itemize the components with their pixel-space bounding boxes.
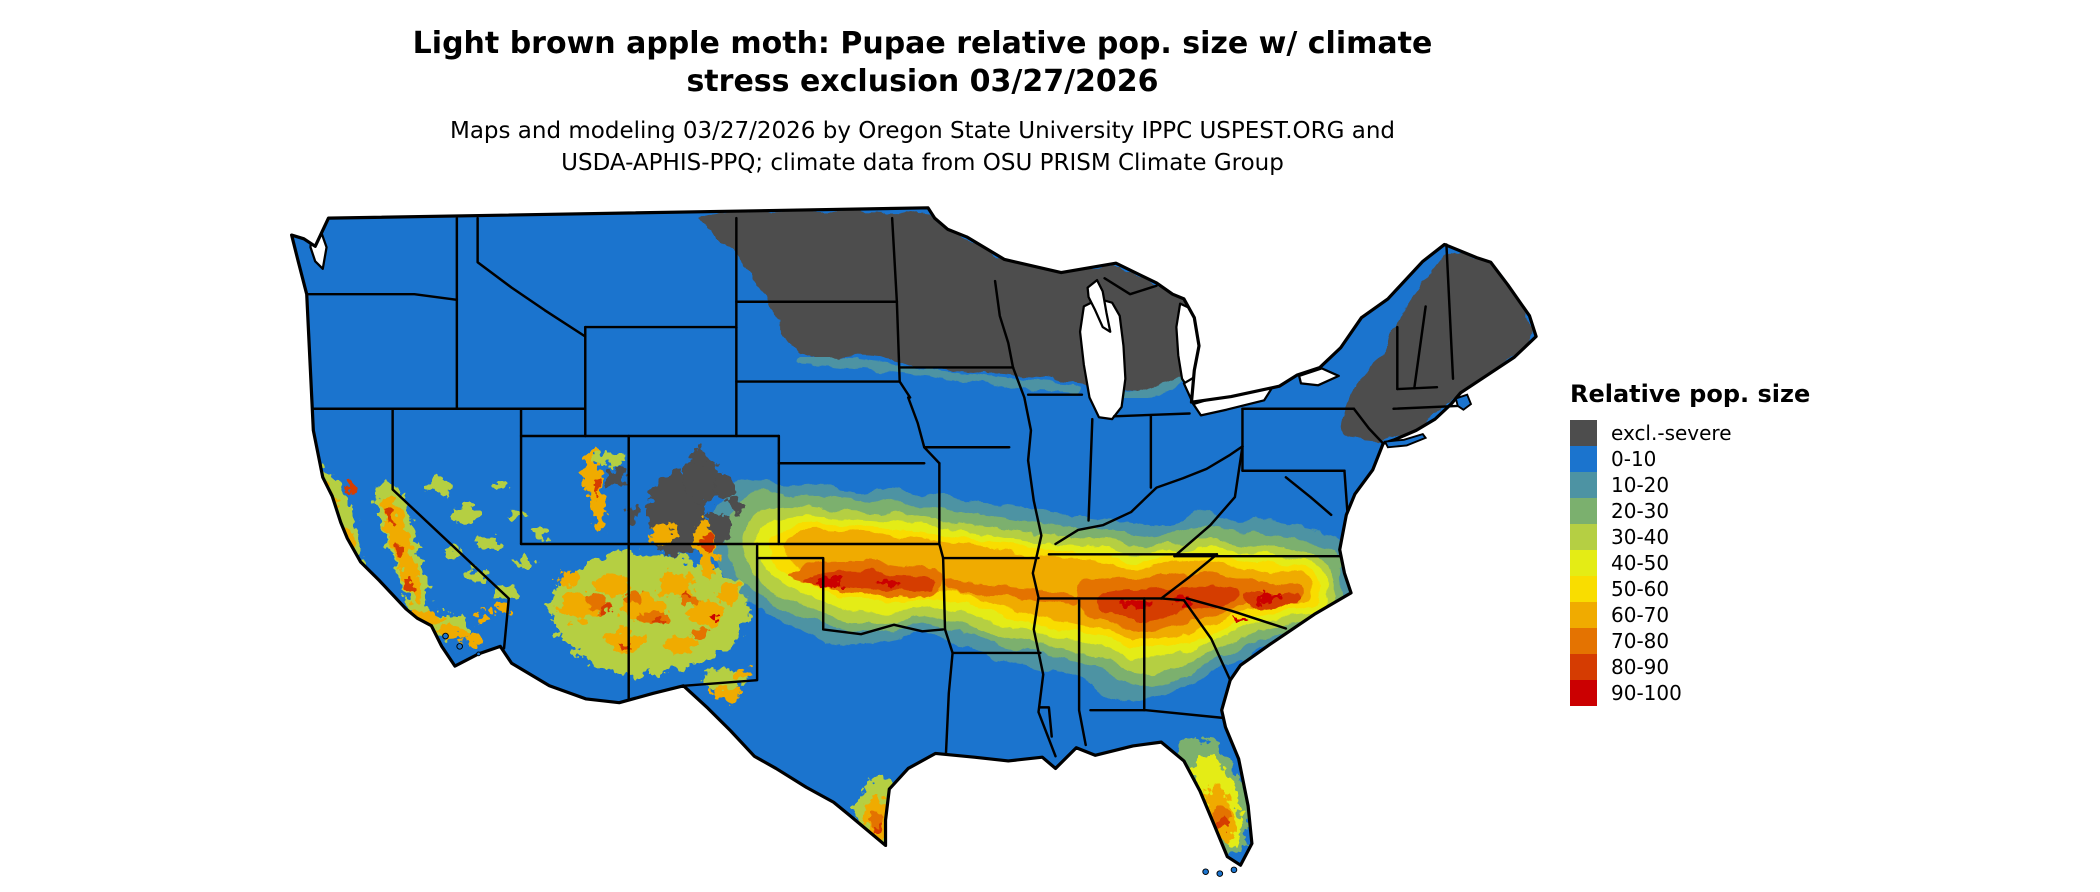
legend-swatch (1570, 446, 1597, 472)
legend-item: 50-60 (1570, 576, 1810, 602)
legend-swatch (1570, 654, 1597, 680)
islands (442, 393, 1473, 877)
map-legend: Relative pop. size excl.-severe 0-10 10-20… (1570, 380, 1810, 706)
legend-item: 10-20 (1570, 472, 1810, 498)
legend-swatch (1570, 524, 1597, 550)
legend-item: 40-50 (1570, 550, 1810, 576)
legend-item: 20-30 (1570, 498, 1810, 524)
legend-label: 70-80 (1611, 629, 1670, 653)
legend-swatch (1570, 420, 1597, 446)
legend-item: 60-70 (1570, 602, 1810, 628)
legend-swatch (1570, 472, 1597, 498)
legend-label: 10-20 (1611, 473, 1670, 497)
legend-items: excl.-severe 0-10 10-20 20-30 30-40 40-50 50-6… (1570, 420, 1810, 706)
legend-swatch (1570, 602, 1597, 628)
map-subtitle-line2: USDA-APHIS-PPQ; climate data from OSU PR… (561, 150, 1284, 176)
legend-label: excl.-severe (1611, 421, 1732, 445)
legend-swatch (1570, 680, 1597, 706)
legend-label: 50-60 (1611, 577, 1670, 601)
legend-label: 30-40 (1611, 525, 1670, 549)
legend-item: 80-90 (1570, 654, 1810, 680)
map-title-line2: stress exclusion 03/27/2026 (686, 64, 1159, 99)
legend-swatch (1570, 498, 1597, 524)
legend-item: 30-40 (1570, 524, 1810, 550)
legend-label: 40-50 (1611, 551, 1670, 575)
legend-label: 80-90 (1611, 655, 1670, 679)
legend-item: 90-100 (1570, 680, 1810, 706)
legend-label: 90-100 (1611, 681, 1682, 705)
legend-label: 60-70 (1611, 603, 1670, 627)
legend-swatch (1570, 550, 1597, 576)
us-map (290, 206, 1538, 877)
map-title-line1: Light brown apple moth: Pupae relative p… (412, 26, 1433, 61)
legend-label: 20-30 (1611, 499, 1670, 523)
legend-item: 0-10 (1570, 446, 1810, 472)
map-subtitle-line1: Maps and modeling 03/27/2026 by Oregon S… (449, 118, 1396, 144)
legend-swatch (1570, 628, 1597, 654)
legend-label: 0-10 (1611, 447, 1657, 471)
state-borders (305, 216, 1459, 758)
us-outline (290, 206, 1538, 867)
legend-item: 70-80 (1570, 628, 1810, 654)
legend-title: Relative pop. size (1570, 380, 1811, 408)
legend-swatch (1570, 576, 1597, 602)
legend-item: excl.-severe (1570, 420, 1810, 446)
